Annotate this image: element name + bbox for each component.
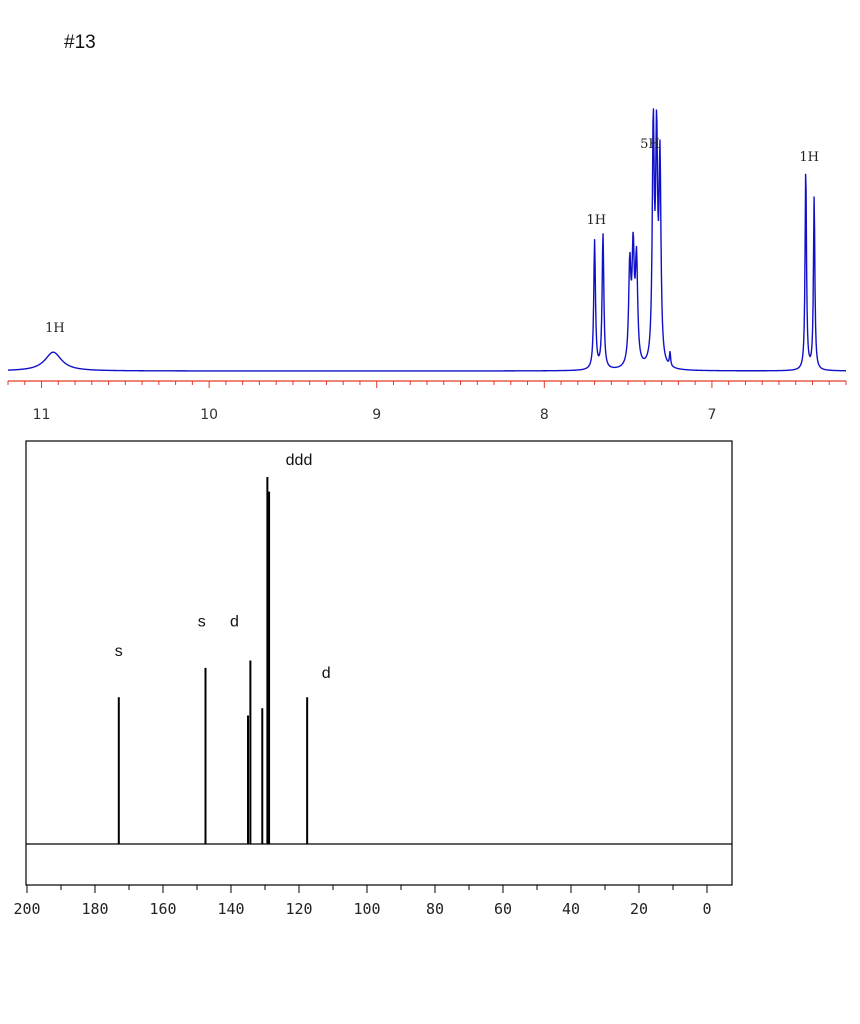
c13-tick-label: 140 bbox=[217, 900, 244, 918]
c13-multiplicity-label: s bbox=[198, 613, 206, 630]
c13-tick-label: 200 bbox=[13, 900, 40, 918]
h1-nmr-spectrum: 11 10 9 8 7 1H 1H 5H 1H bbox=[7, 108, 847, 423]
h1-tick-label: 9 bbox=[372, 407, 381, 423]
c13-tick-label: 160 bbox=[149, 900, 176, 918]
h1-integration-label: 5H bbox=[640, 137, 660, 152]
h1-tick-label: 10 bbox=[200, 407, 218, 423]
c13-tick-label: 100 bbox=[353, 900, 380, 918]
h1-integration-label: 1H bbox=[586, 213, 606, 228]
page-title: #13 bbox=[64, 32, 96, 53]
h1-tick-label: 7 bbox=[707, 407, 716, 423]
c13-tick-label: 80 bbox=[426, 900, 444, 918]
c13-tick-label: 60 bbox=[494, 900, 512, 918]
h1-trace bbox=[7, 108, 847, 372]
c13-tick-label: 0 bbox=[702, 900, 711, 918]
c13-tick-label: 40 bbox=[562, 900, 580, 918]
c13-tick-label: 120 bbox=[285, 900, 312, 918]
h1-integration-label: 1H bbox=[799, 150, 819, 165]
c13-tick-label: 20 bbox=[630, 900, 648, 918]
c13-multiplicity-label: s bbox=[115, 643, 123, 660]
c13-tick-label: 180 bbox=[81, 900, 108, 918]
h1-tick-label: 8 bbox=[540, 407, 549, 423]
c13-multiplicity-label: d bbox=[322, 665, 331, 682]
c13-multiplicity-label: ddd bbox=[286, 452, 313, 469]
c13-frame bbox=[25, 440, 733, 886]
c13-multiplicity-label: d bbox=[230, 613, 239, 630]
h1-tick-label: 11 bbox=[33, 407, 51, 423]
h1-integration-label: 1H bbox=[45, 321, 65, 336]
